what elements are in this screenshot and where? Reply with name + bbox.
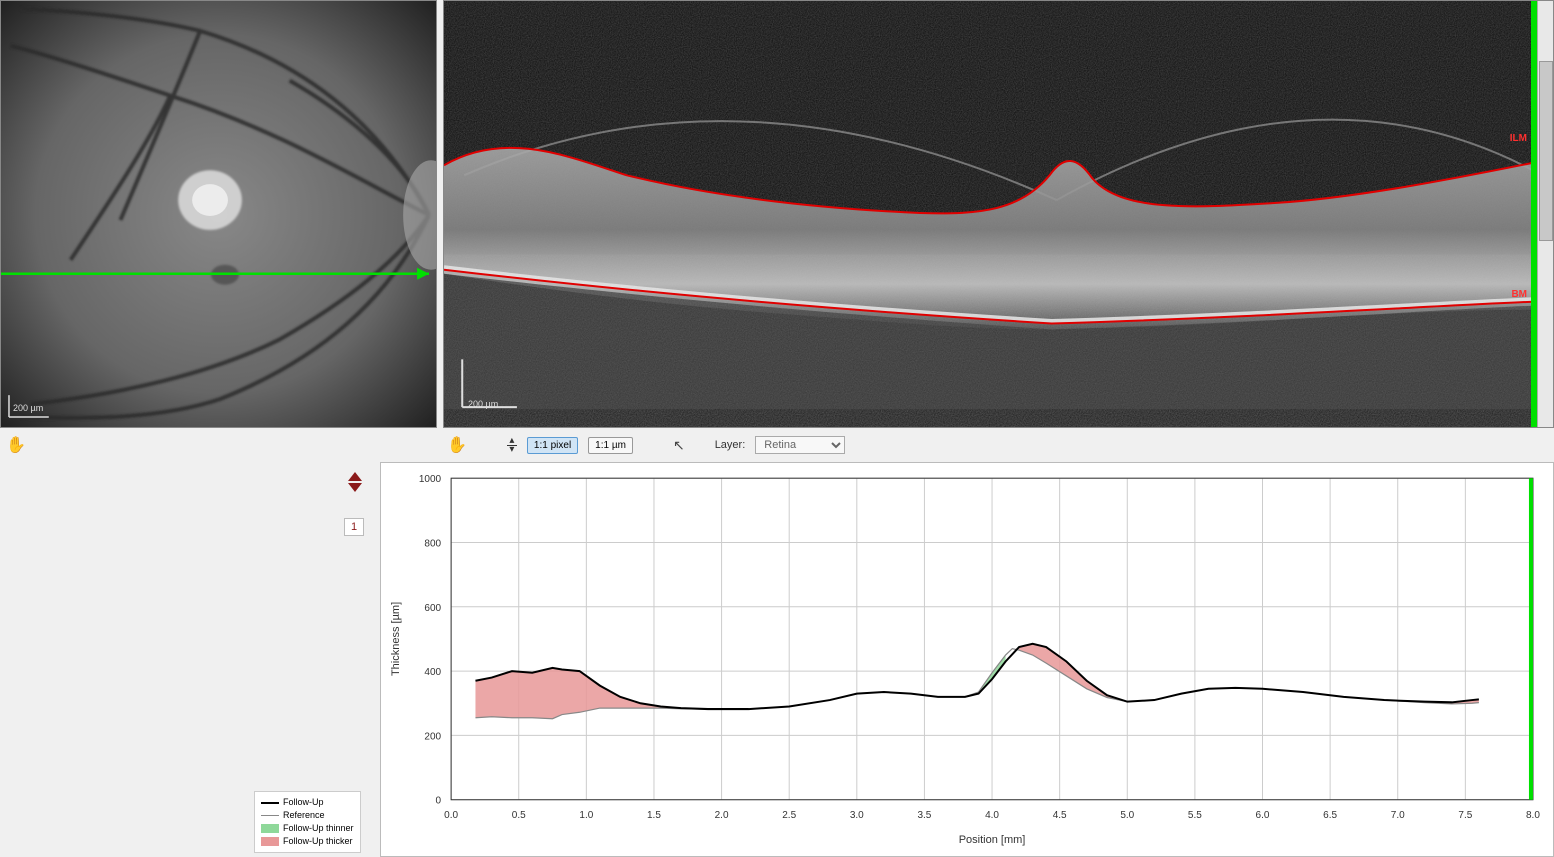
scale-pixel-button[interactable]: 1:1 pixel [527,437,578,454]
legend-swatch-thinner [261,824,279,833]
legend-swatch-thicker [261,837,279,846]
svg-text:2.0: 2.0 [715,810,729,821]
svg-text:1000: 1000 [419,474,442,485]
oct-bscan-image [444,1,1553,427]
bottom-row: 1 Follow-Up Reference Follow-Up thinner … [0,462,1554,857]
pan-hand-icon-left[interactable]: ✋ [6,437,26,454]
ilm-label: ILM [1510,133,1527,144]
nav-page-number[interactable]: 1 [344,518,364,536]
svg-text:5.0: 5.0 [1120,810,1134,821]
toolbar-row: ✋ ✋ ▴▾ 1:1 pixel 1:1 µm ↖ Layer: Retina [0,428,1554,462]
legend-label-thinner: Follow-Up thinner [283,822,354,835]
legend-label-reference: Reference [283,809,325,822]
thickness-chart-panel[interactable]: 0.0 0.5 1.0 1.5 2.0 2.5 3.0 3.5 4.0 4.5 5.0 5.5 6.0 6… [380,462,1554,857]
svg-text:0.5: 0.5 [512,810,526,821]
svg-text:400: 400 [424,667,441,678]
vertical-stretch-icon[interactable]: ▴▾ [507,438,517,453]
layer-select[interactable]: Retina [755,436,845,454]
legend-swatch-reference [261,815,279,816]
svg-text:7.0: 7.0 [1391,810,1405,821]
legend-label-followup: Follow-Up [283,796,324,809]
oct-scrollbar[interactable] [1537,1,1553,427]
svg-text:200: 200 [424,731,441,742]
fundus-image [1,1,436,427]
svg-text:2.5: 2.5 [782,810,796,821]
svg-text:Thickness [µm]: Thickness [µm] [390,602,402,676]
bm-label: BM [1511,289,1527,300]
svg-text:800: 800 [424,539,441,550]
top-row: 200 µm [0,0,1554,428]
pan-hand-icon-right[interactable]: ✋ [447,435,467,455]
svg-text:6.5: 6.5 [1323,810,1337,821]
oct-panel[interactable]: 200 µm ILM BM [443,0,1554,428]
svg-text:4.5: 4.5 [1053,810,1067,821]
nav-up-icon[interactable] [348,472,362,481]
fundus-panel[interactable]: 200 µm [0,0,437,428]
svg-text:1.5: 1.5 [647,810,661,821]
legend-label-thicker: Follow-Up thicker [283,835,353,848]
svg-text:8.0: 8.0 [1526,810,1540,821]
svg-text:4.0: 4.0 [985,810,999,821]
svg-text:6.0: 6.0 [1256,810,1270,821]
svg-text:5.5: 5.5 [1188,810,1202,821]
svg-text:1.0: 1.0 [579,810,593,821]
legend-panel: 1 Follow-Up Reference Follow-Up thinner … [0,462,380,857]
svg-text:3.5: 3.5 [917,810,931,821]
legend-swatch-followup [261,802,279,804]
measure-cursor-icon[interactable]: ↖ [673,437,685,454]
svg-text:Position [mm]: Position [mm] [959,834,1026,846]
fundus-scale-label: 200 µm [13,403,43,413]
nav-arrows [348,472,362,492]
svg-text:600: 600 [424,603,441,614]
oct-scale-label: 200 µm [468,399,498,409]
oct-scrollbar-thumb[interactable] [1539,61,1553,241]
svg-text:0: 0 [436,796,442,807]
scale-um-button[interactable]: 1:1 µm [588,437,633,454]
thickness-chart: 0.0 0.5 1.0 1.5 2.0 2.5 3.0 3.5 4.0 4.5 5.0 5.5 6.0 6… [381,463,1553,856]
svg-text:0.0: 0.0 [444,810,458,821]
legend-box: Follow-Up Reference Follow-Up thinner Fo… [254,791,361,853]
svg-text:3.0: 3.0 [850,810,864,821]
nav-down-icon[interactable] [348,483,362,492]
svg-text:7.5: 7.5 [1458,810,1472,821]
layer-label: Layer: [715,439,746,451]
